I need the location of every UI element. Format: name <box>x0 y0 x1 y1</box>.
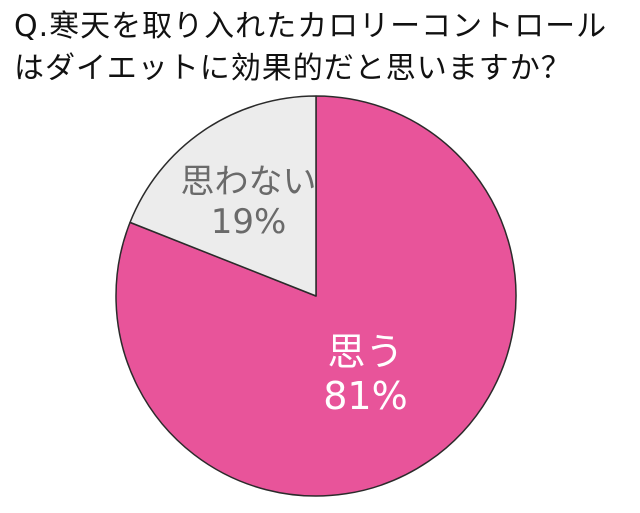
pie-label-omowanai: 思わない <box>181 162 317 202</box>
pie-slices <box>115 95 517 497</box>
pie-slice-omowanai <box>129 95 317 297</box>
chart-title-line-1: Q.寒天を取り入れたカロリーコントロール <box>14 9 608 44</box>
pie-label-omou: 思う <box>327 330 403 374</box>
chart-title: Q.寒天を取り入れたカロリーコントロール はダイエットに効果的だと思いますか？ <box>14 6 634 90</box>
chart-title-line-2: はダイエットに効果的だと思いますか？ <box>14 51 572 86</box>
pie-value-label-omou: 81% <box>323 374 407 418</box>
pie-value-label-omowanai: 19% <box>211 202 287 242</box>
